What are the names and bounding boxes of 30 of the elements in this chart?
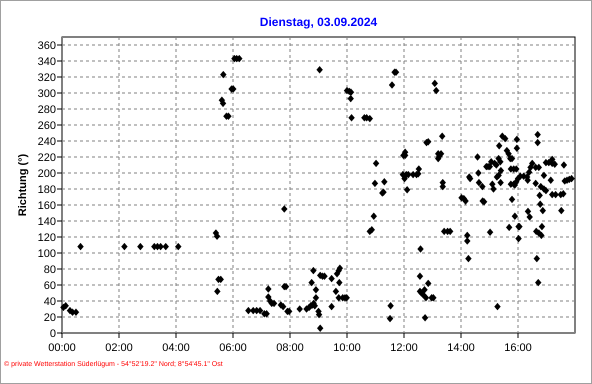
y-tick-label: 300 [38,88,56,100]
y-tick-label: 20 [44,312,56,324]
x-tick-label: 04:00 [162,342,190,354]
y-tick-label: 160 [38,200,56,212]
y-tick-label: 120 [38,232,56,244]
x-tick-label: 14:00 [447,342,475,354]
x-tick-label: 10:00 [333,342,361,354]
x-tick-label: 08:00 [276,342,304,354]
y-tick-label: 180 [38,184,56,196]
y-tick-label: 100 [38,248,56,260]
y-axis-title: Richtung (°) [17,153,29,216]
y-tick-label: 200 [38,168,56,180]
y-tick-label: 220 [38,152,56,164]
x-tick-label: 02:00 [105,342,133,354]
y-tick-label: 80 [44,264,56,276]
y-tick-label: 240 [38,136,56,148]
y-tick-label: 260 [38,120,56,132]
y-tick-label: 360 [38,40,56,52]
chart-title: Dienstag, 03.09.2024 [260,15,378,29]
y-tick-label: 0 [50,328,56,340]
y-tick-label: 140 [38,216,56,228]
y-tick-label: 340 [38,56,56,68]
y-tick-label: 60 [44,280,56,292]
y-tick-label: 280 [38,104,56,116]
x-tick-label: 06:00 [219,342,247,354]
x-tick-label: 00:00 [48,342,76,354]
x-tick-label: 16:00 [504,342,532,354]
y-tick-label: 40 [44,296,56,308]
y-tick-label: 320 [38,72,56,84]
x-tick-label: 12:00 [390,342,418,354]
